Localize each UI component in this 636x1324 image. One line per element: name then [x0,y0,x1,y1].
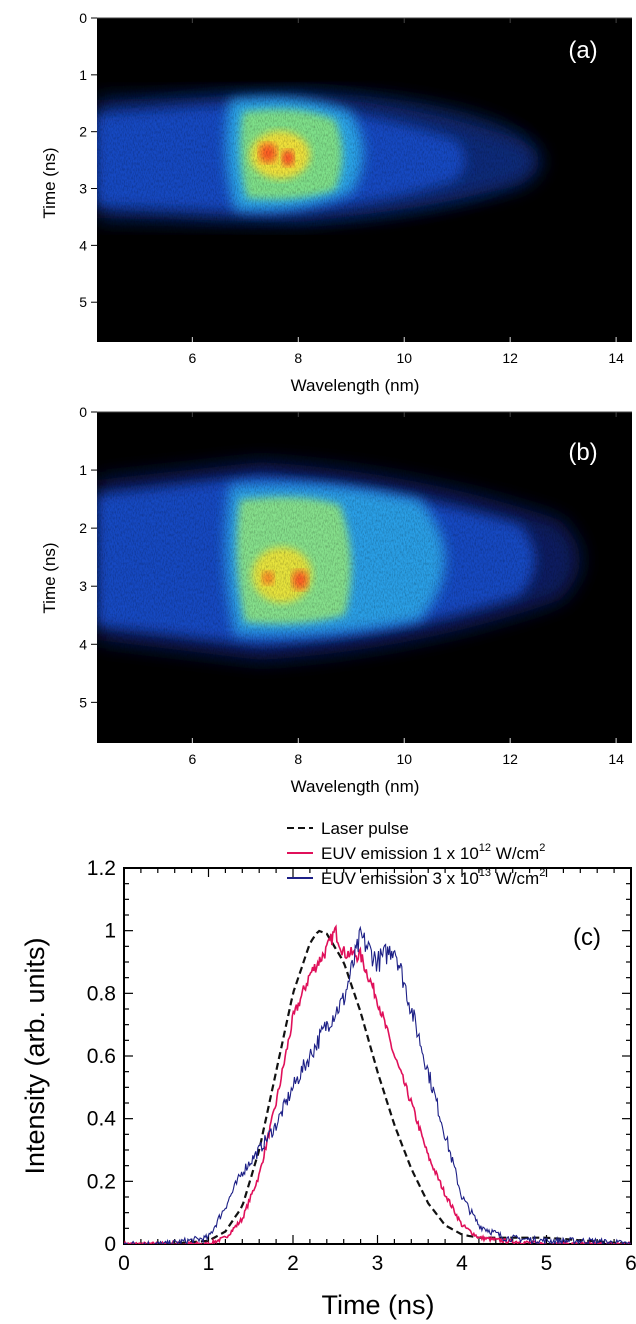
panel-b-heatmap [97,412,632,743]
panel-b-xlabel: Wavelength (nm) [291,777,420,796]
panel-c-x-tick-label: 6 [625,1252,636,1275]
panel-b-y-tick-label: 2 [79,520,87,536]
panel-b-x-tick-label: 10 [396,751,412,767]
panel-a-x-tick-label: 14 [608,350,624,366]
panel-c-ylabel: Intensity (arb. units) [20,937,50,1174]
panel-a-x-tick-label: 12 [502,350,518,366]
panel-a-label: (a) [568,37,597,64]
panel-c-x-tick-label: 2 [287,1252,299,1275]
panel-c-x-tick-label: 5 [541,1252,553,1275]
panel-c-series-laser [124,929,631,1244]
panel-a-heatmap [97,18,632,342]
panel-b-x-tick-label: 14 [608,751,624,767]
panel-b-y-tick-label: 1 [79,462,87,478]
panel-b-ylabel: Time (ns) [40,542,59,613]
panel-a-x-tick-label: 10 [396,350,412,366]
legend: Laser pulse EUV emission 1 x 1012 W/cm2 … [287,819,545,888]
panel-b-y-tick-label: 0 [79,404,87,420]
panel-b-label: (b) [568,439,597,466]
legend-label-euv-high: EUV emission 3 x 1013 W/cm2 [321,867,545,888]
panel-a-ylabel: Time (ns) [40,147,59,218]
panel-a-y-tick-label: 3 [79,181,87,197]
panel-a-y-tick-label: 4 [79,237,87,253]
panel-a-y-tick-label: 5 [79,294,87,310]
legend-label-euv-low: EUV emission 1 x 1012 W/cm2 [321,842,545,863]
panel-c-y-tick-label: 0.6 [87,1045,116,1068]
panel-a-xlabel: Wavelength (nm) [291,376,420,395]
panel-b-x-tick-label: 8 [294,751,302,767]
panel-c-x-tick-label: 4 [456,1252,468,1275]
panel-b-y-tick-label: 5 [79,694,87,710]
panel-a-y-tick-label: 0 [79,10,87,26]
panel-c-y-tick-label: 0.8 [87,982,116,1005]
panel-c-y-tick-label: 1 [104,920,116,943]
panel-b-x-tick-label: 6 [188,751,196,767]
panel-a-y-tick-label: 2 [79,124,87,140]
panel-c-x-tick-label: 0 [118,1252,130,1275]
panel-c-label: (c) [573,924,601,951]
panel-a-y-tick-label: 1 [79,67,87,83]
panel-c-x-tick-label: 3 [372,1252,384,1275]
panel-c-y-tick-label: 0 [104,1233,116,1256]
panel-b-y-tick-label: 3 [79,578,87,594]
panel-b-y-tick-label: 4 [79,636,87,652]
panel-c-plot-frame [123,867,632,1245]
panel-c-y-tick-label: 0.2 [87,1170,116,1193]
panel-b-x-tick-label: 12 [502,751,518,767]
panel-a-x-tick-label: 8 [294,350,302,366]
panel-c-series-euv-high [124,925,631,1244]
panel-c-y-tick-label: 0.4 [87,1108,117,1131]
legend-label-laser: Laser pulse [321,819,409,838]
panel-c-xlabel: Time (ns) [322,1290,435,1320]
panel-c-axes: 0 1 2 3 4 5 6 0 0.2 0.4 0.6 0.8 1 1.2 [87,857,636,1275]
panel-c-series [124,924,631,1244]
panel-c-y-tick-label: 1.2 [87,857,116,880]
panel-c: 0 1 2 3 4 5 6 0 0.2 0.4 0.6 0.8 1 1.2 (c) Intensity (… [20,857,636,1320]
panel-a-x-tick-label: 6 [188,350,196,366]
panel-c-series-euv-low [124,924,631,1244]
panel-c-x-tick-label: 1 [203,1252,215,1275]
